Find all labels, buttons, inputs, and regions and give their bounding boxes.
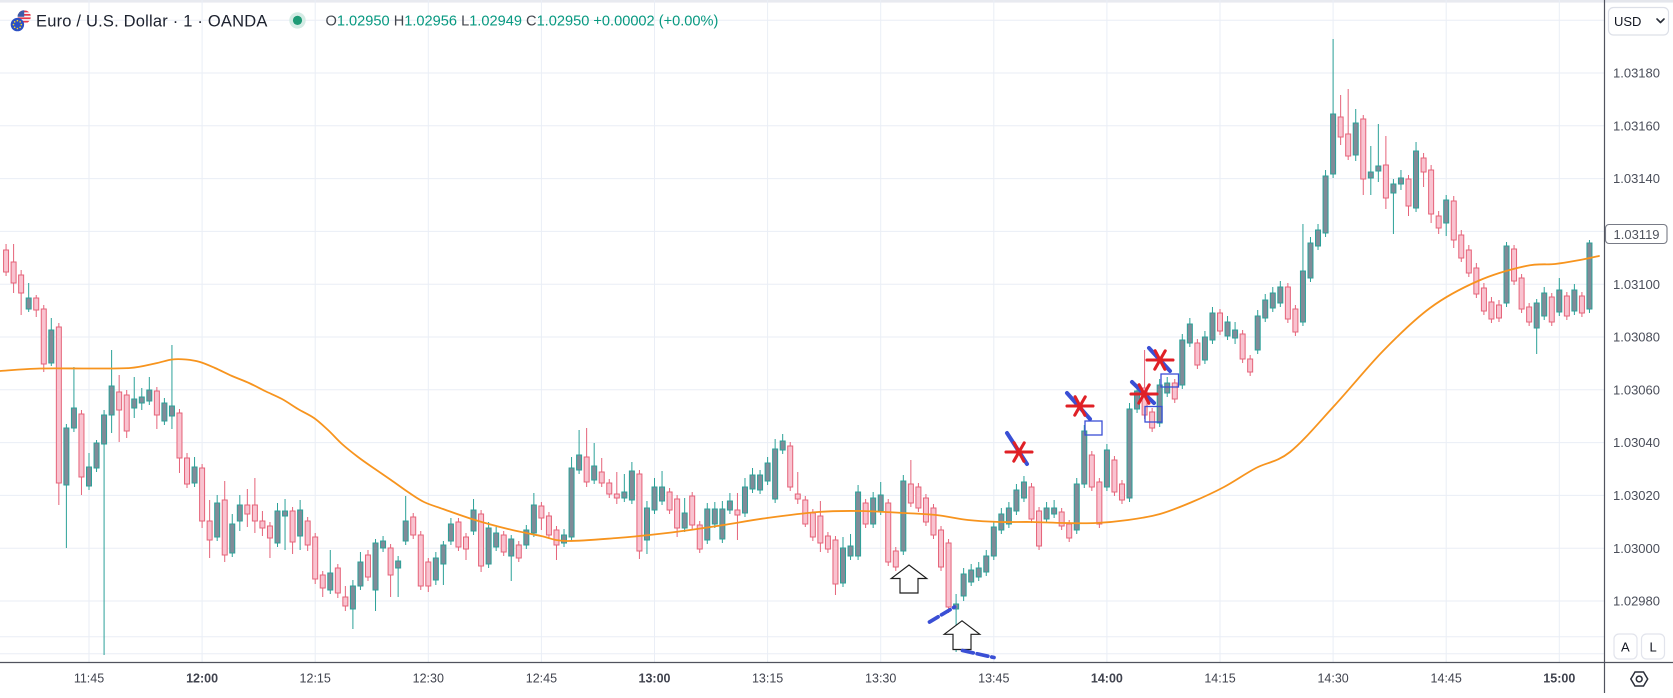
svg-text:1.03020: 1.03020 (1613, 488, 1660, 503)
svg-text:13:30: 13:30 (865, 672, 896, 686)
svg-text:L: L (1650, 640, 1657, 655)
svg-text:13:15: 13:15 (752, 672, 783, 686)
svg-text:12:00: 12:00 (186, 672, 218, 686)
svg-text:1.03119: 1.03119 (1614, 227, 1660, 242)
svg-text:13:00: 13:00 (639, 672, 671, 686)
svg-text:1.03160: 1.03160 (1613, 118, 1660, 133)
svg-text:1.03000: 1.03000 (1613, 541, 1660, 556)
svg-text:14:00: 14:00 (1091, 672, 1123, 686)
svg-text:1.02980: 1.02980 (1613, 594, 1660, 609)
svg-text:1.03180: 1.03180 (1613, 66, 1660, 81)
svg-text:14:30: 14:30 (1317, 672, 1348, 686)
svg-text:12:30: 12:30 (413, 672, 444, 686)
svg-text:O1.02950 H1.02956 L1.02949 C1.: O1.02950 H1.02956 L1.02949 C1.02950 +0.0… (326, 14, 719, 30)
svg-text:12:15: 12:15 (300, 672, 331, 686)
svg-text:15:00: 15:00 (1543, 672, 1575, 686)
svg-text:Euro / U.S. Dollar · 1 · OANDA: Euro / U.S. Dollar · 1 · OANDA (36, 13, 268, 31)
svg-text:1.03080: 1.03080 (1613, 330, 1660, 345)
svg-text:A: A (1621, 640, 1630, 655)
svg-text:14:15: 14:15 (1204, 672, 1235, 686)
svg-text:1.03060: 1.03060 (1613, 382, 1660, 397)
svg-text:1.03140: 1.03140 (1613, 171, 1660, 186)
svg-text:13:45: 13:45 (978, 672, 1009, 686)
svg-text:14:45: 14:45 (1431, 672, 1462, 686)
svg-text:11:45: 11:45 (74, 672, 104, 686)
svg-text:1.03100: 1.03100 (1613, 277, 1660, 292)
svg-text:USD: USD (1614, 14, 1641, 29)
svg-text:1.03040: 1.03040 (1613, 435, 1660, 450)
svg-text:12:45: 12:45 (526, 672, 557, 686)
